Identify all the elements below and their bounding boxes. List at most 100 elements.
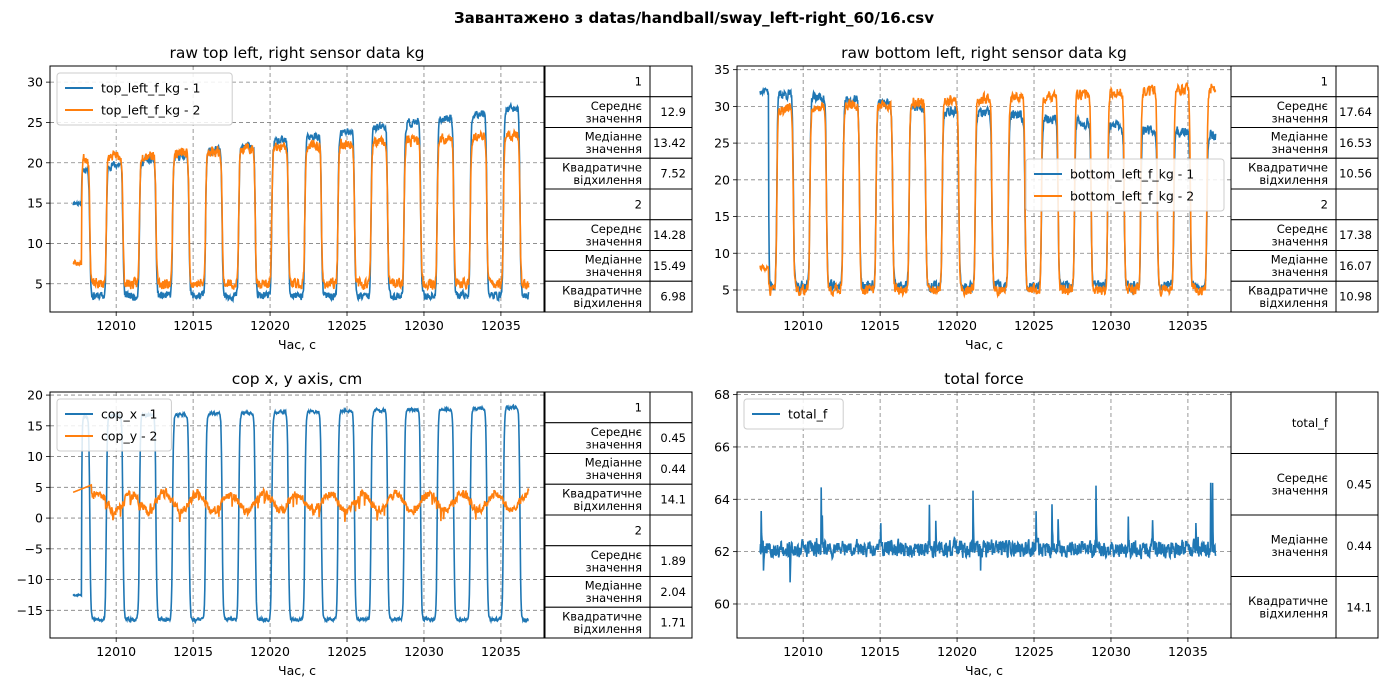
y-tick-label: 10 <box>27 449 43 464</box>
y-tick-label: 66 <box>714 439 730 454</box>
table-row-label: Квадратичне відхилення <box>562 486 642 513</box>
y-tick-label: 62 <box>714 544 730 559</box>
table-cell <box>1335 453 1379 516</box>
y-tick-label: 60 <box>714 596 730 611</box>
table-cell <box>544 65 651 98</box>
table-row-label: Медіанне значення <box>1271 253 1328 280</box>
x-tick-label: 12025 <box>327 644 367 659</box>
x-tick-label: 12025 <box>1014 318 1054 333</box>
table-cell <box>1335 576 1379 639</box>
legend: top_left_f_kg - 1 top_left_f_kg - 2 <box>56 72 233 126</box>
table-cell <box>649 250 693 282</box>
table-row-value: 1.71 <box>660 616 686 630</box>
table-row-label: Квадратичне відхилення <box>1248 594 1328 621</box>
stats-table: total_f Середнє значення 0.45 Медіанне значен… <box>1230 391 1379 639</box>
table-cell <box>1230 65 1337 98</box>
table-row-value: 7.52 <box>660 167 686 181</box>
legend: total_f <box>743 398 844 430</box>
table-row-value: 12.9 <box>660 105 686 119</box>
table-row-value: 0.45 <box>1346 477 1372 491</box>
table-cell <box>544 606 651 639</box>
chart-title: raw bottom left, right sensor data kg <box>841 44 1127 62</box>
table-cell <box>649 391 693 424</box>
table-cell <box>1230 96 1337 128</box>
table-row-label: 1 <box>635 74 642 88</box>
y-tick-label: 25 <box>27 115 43 130</box>
table-cell <box>649 514 693 547</box>
legend-label: cop_y - 2 <box>101 429 158 444</box>
table-cell <box>544 280 651 313</box>
x-tick-label: 12035 <box>481 318 521 333</box>
table-row-label: Квадратичне відхилення <box>562 609 642 636</box>
table-row-value: 6.98 <box>660 290 686 304</box>
legend-label: bottom_left_f_kg - 2 <box>1070 189 1194 204</box>
y-tick-label: 15 <box>714 209 730 224</box>
y-tick-label: 25 <box>714 136 730 151</box>
table-row-label: Квадратичне відхилення <box>1248 283 1328 310</box>
y-tick-label: 30 <box>27 75 43 90</box>
table-cell <box>1230 453 1337 516</box>
legend-box <box>1025 158 1225 212</box>
y-tick-label: 0 <box>35 511 43 526</box>
x-axis-label: Час, с <box>965 337 1003 352</box>
table-cell <box>649 453 693 485</box>
table-row-value: 0.44 <box>660 462 686 476</box>
table-cell <box>649 157 693 190</box>
y-tick-label: 20 <box>27 155 43 170</box>
table-row-value: 16.53 <box>1339 136 1372 150</box>
table-cell <box>649 280 693 313</box>
table-cell <box>1335 65 1379 98</box>
table-cell <box>544 545 651 577</box>
x-tick-label: 12015 <box>860 318 900 333</box>
legend-box <box>56 398 172 452</box>
y-tick-label: 68 <box>714 387 730 402</box>
table-row-value: 14.1 <box>660 493 686 507</box>
y-tick-label: 35 <box>714 62 730 77</box>
legend-box <box>56 72 233 126</box>
table-row-value: 17.38 <box>1339 228 1372 242</box>
table-row-label: Медіанне значення <box>585 579 642 606</box>
table-row-value: 13.42 <box>653 136 686 150</box>
chart-panel-4: total force 12010 12015 12020 12025 12030 1203… <box>714 370 1379 678</box>
table-row-value: 17.64 <box>1339 105 1372 119</box>
stats-table: 1 Середнє значення 12.9 Медіанне значення 13.4… <box>544 65 693 313</box>
y-tick-label: 5 <box>35 276 43 291</box>
y-tick-label: 10 <box>27 236 43 251</box>
table-cell <box>1230 280 1337 313</box>
x-tick-label: 12015 <box>860 644 900 659</box>
x-tick-label: 12030 <box>404 318 444 333</box>
table-cell <box>649 96 693 128</box>
x-tick-label: 12010 <box>96 644 136 659</box>
table-cell <box>544 453 651 485</box>
series-line-1 <box>759 482 1217 583</box>
x-tick-label: 12030 <box>1091 644 1131 659</box>
table-row-label: Середнє значення <box>585 99 642 126</box>
x-axis-label: Час, с <box>278 663 316 678</box>
table-row-label: 2 <box>1321 197 1328 211</box>
table-row-label: Квадратичне відхилення <box>562 160 642 187</box>
legend-label: cop_x - 1 <box>101 407 158 422</box>
table-row-value: 14.28 <box>653 228 686 242</box>
x-tick-label: 12020 <box>937 644 977 659</box>
table-row-label: Квадратичне відхилення <box>562 283 642 310</box>
x-tick-label: 12010 <box>96 318 136 333</box>
y-tick-label: −5 <box>25 541 43 556</box>
table-row-value: 0.44 <box>1346 539 1372 553</box>
plot-frame <box>49 391 545 639</box>
table-row-label: total_f <box>1292 416 1329 430</box>
y-tick-label: 10 <box>714 246 730 261</box>
table-row-label: Квадратичне відхилення <box>1248 160 1328 187</box>
table-row-value: 16.07 <box>1339 259 1372 273</box>
figure-title: Завантажено з datas/handball/sway_left-r… <box>454 9 934 27</box>
table-cell <box>544 96 651 128</box>
table-row-label: 2 <box>635 197 642 211</box>
table-cell <box>544 422 651 454</box>
table-row-label: Середнє значення <box>1271 222 1328 249</box>
x-tick-label: 12015 <box>173 644 213 659</box>
table-row-value: 10.98 <box>1339 290 1372 304</box>
plot-frame <box>49 65 545 313</box>
y-tick-label: −10 <box>17 572 43 587</box>
x-tick-label: 12035 <box>1168 318 1208 333</box>
